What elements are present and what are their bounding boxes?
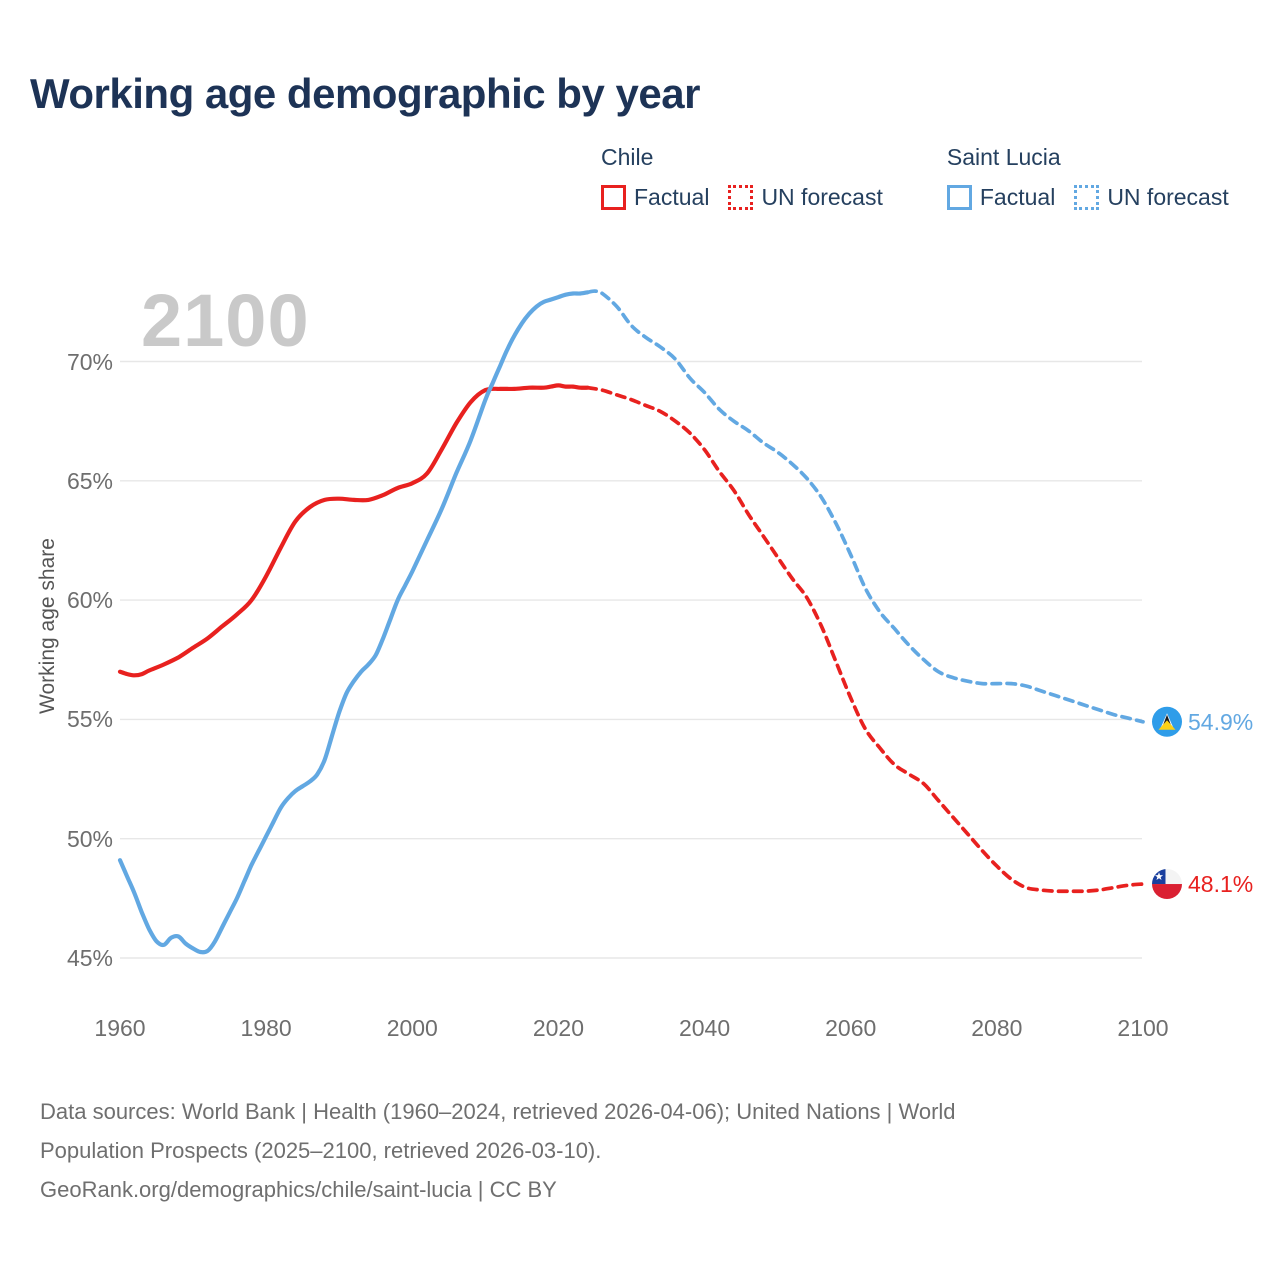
legend-item-saint-lucia-forecast[interactable]: UN forecast	[1074, 184, 1229, 211]
chile-forecast-line	[585, 385, 1145, 894]
legend-group-chile: Chile Factual UN forecast	[601, 144, 883, 211]
x-tick-label: 2000	[386, 1015, 438, 1041]
x-tick-label: 1980	[240, 1015, 292, 1041]
x-tick-label: 2060	[825, 1015, 877, 1041]
y-tick-label: 45%	[66, 945, 113, 971]
x-tick-label: 2040	[678, 1015, 731, 1041]
data-sources-footer: Data sources: World Bank | Health (1960–…	[40, 1092, 1170, 1209]
dotted-line-swatch-icon	[1074, 185, 1100, 210]
x-tick-label: 2080	[971, 1015, 1023, 1041]
gridlines	[120, 360, 1142, 959]
x-tick-label: 2100	[1117, 1015, 1169, 1041]
chile-end-value-label: 48.1%	[1188, 871, 1254, 898]
legend-country-label: Chile	[601, 144, 654, 170]
saint-lucia-factual-line	[117, 290, 590, 955]
chile-factual-line	[117, 383, 590, 678]
footer-line: Data sources: World Bank | Health (1960–…	[40, 1099, 956, 1124]
legend-item-chile-factual[interactable]: Factual	[601, 184, 709, 211]
y-tick-label: 65%	[66, 467, 113, 494]
legend-country-label: Saint Lucia	[946, 144, 1061, 170]
year-watermark: 2100	[141, 279, 310, 362]
legend-item-saint-lucia-factual[interactable]: Factual	[946, 184, 1055, 211]
y-tick-label: 55%	[66, 706, 113, 733]
solid-line-swatch-icon	[601, 185, 626, 210]
dotted-line-swatch-icon	[728, 185, 754, 210]
legend: Chile Factual UN forecast Saint Lucia Fa…	[601, 144, 1229, 211]
saint-lucia-forecast-line	[585, 289, 1145, 724]
footer-line: Population Prospects (2025–2100, retriev…	[40, 1138, 602, 1163]
legend-group-saint-lucia: Saint Lucia Factual UN forecast	[946, 144, 1229, 211]
x-tick-label: 2020	[532, 1015, 584, 1041]
solid-line-swatch-icon	[946, 185, 972, 210]
footer-line[interactable]: GeoRank.org/demographics/chile/saint-luc…	[40, 1177, 557, 1202]
y-tick-label: 70%	[66, 348, 113, 375]
page-title: Working age demographic by year	[30, 70, 700, 117]
x-tick-label: 1960	[94, 1015, 146, 1041]
y-tick-label: 60%	[66, 587, 113, 614]
legend-item-chile-forecast[interactable]: UN forecast	[728, 184, 883, 211]
saint-lucia-flag-icon	[1152, 706, 1182, 737]
saint-lucia-end-value-label: 54.9%	[1188, 708, 1254, 735]
chile-flag-icon	[1152, 869, 1182, 900]
y-tick-label: 50%	[66, 825, 113, 852]
